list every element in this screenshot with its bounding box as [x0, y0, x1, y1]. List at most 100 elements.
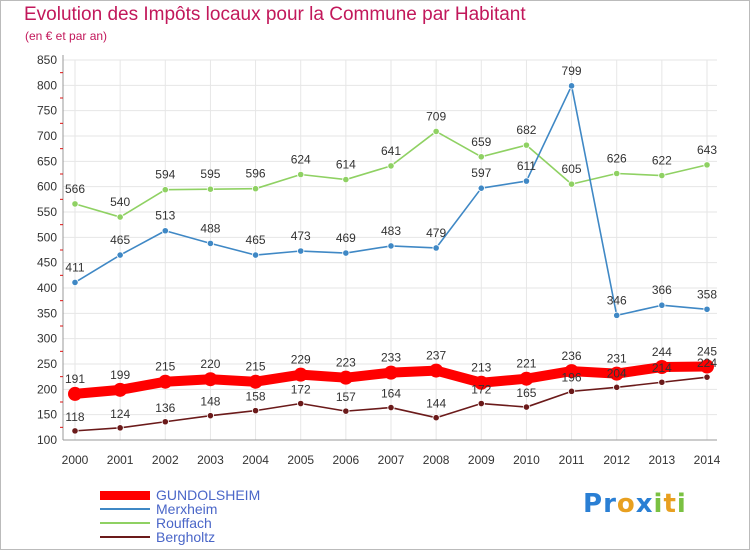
legend-label: Merxheim [156, 501, 218, 517]
data-label: 624 [291, 153, 311, 167]
data-label: 124 [110, 407, 130, 421]
data-label: 245 [697, 345, 717, 359]
x-tick-label: 2012 [603, 453, 630, 467]
data-point [116, 251, 124, 259]
data-point [387, 403, 395, 412]
data-point [71, 278, 79, 287]
data-label: 213 [471, 361, 491, 375]
data-point [522, 403, 531, 411]
y-tick-label: 750 [37, 104, 57, 118]
logo-letter: o [616, 489, 636, 519]
data-point [522, 177, 531, 185]
data-point [477, 184, 485, 192]
legend-item-rouffach: Rouffach [100, 515, 320, 531]
data-label: 479 [426, 226, 446, 240]
data-point [251, 185, 260, 193]
data-point [432, 414, 440, 422]
data-label: 659 [471, 135, 491, 149]
legend-swatch-gundolsheim [100, 491, 150, 500]
data-label: 358 [697, 287, 717, 301]
data-point [703, 373, 711, 381]
chart-subtitle: (en € et par an) [25, 29, 108, 43]
data-point [161, 227, 169, 235]
data-point [387, 242, 395, 250]
data-point [206, 239, 215, 248]
data-point [342, 249, 350, 257]
data-label: 215 [155, 360, 175, 374]
logo-letter: i [653, 489, 664, 519]
data-point [71, 427, 79, 435]
data-point [68, 386, 82, 401]
data-label: 136 [155, 401, 175, 415]
data-point [248, 374, 263, 389]
legend-swatch-rouffach [100, 522, 150, 524]
data-point [206, 412, 215, 420]
x-tick-label: 2010 [513, 453, 540, 467]
y-tick-label: 350 [37, 306, 57, 320]
x-tick-label: 2011 [559, 453, 585, 467]
data-point [700, 359, 714, 374]
logo-letter: P [583, 489, 604, 519]
y-tick-label: 200 [37, 382, 57, 396]
series-lines [68, 82, 714, 435]
y-tick-label: 100 [37, 433, 57, 447]
x-tick-label: 2013 [649, 453, 676, 467]
legend-swatch-bergholtz [100, 536, 150, 538]
y-tick-label: 400 [37, 281, 57, 295]
x-tick-label: 2001 [107, 453, 134, 467]
data-label: 483 [381, 224, 401, 238]
data-point [522, 141, 531, 149]
legend-item-gundolsheim: GUNDOLSHEIM [100, 487, 320, 503]
data-point [567, 387, 576, 395]
data-point [387, 162, 395, 170]
legend-item-bergholtz: Bergholtz [100, 529, 320, 545]
data-label: 605 [562, 162, 582, 176]
logo-letter: r [603, 489, 617, 519]
x-tick-label: 2000 [62, 453, 89, 467]
data-point [567, 180, 576, 188]
data-label: 157 [336, 390, 356, 404]
data-label: 411 [65, 260, 84, 274]
logo-letter: x [635, 489, 654, 519]
data-label: 229 [291, 353, 311, 367]
data-point [71, 200, 79, 208]
data-label: 191 [65, 372, 85, 386]
data-label: 465 [110, 233, 130, 247]
data-point [158, 374, 173, 389]
data-label: 220 [200, 357, 220, 371]
data-label: 643 [697, 143, 717, 157]
x-tick-label: 2002 [152, 453, 179, 467]
data-label: 566 [65, 182, 85, 196]
y-tick-label: 300 [37, 332, 57, 346]
data-point [519, 371, 534, 386]
data-label: 118 [65, 410, 84, 424]
data-point [297, 399, 305, 408]
data-label: 366 [652, 283, 672, 297]
logo-letter: i [676, 489, 687, 519]
proxiti-logo: Proxiti [583, 489, 687, 519]
data-label: 172 [291, 383, 311, 397]
data-point [567, 82, 576, 90]
logo-letter: t [663, 489, 677, 519]
x-tick-label: 2007 [378, 453, 405, 467]
data-point [703, 305, 711, 313]
data-point [613, 169, 621, 178]
data-label: 626 [607, 151, 627, 165]
data-label: 465 [246, 233, 266, 247]
data-point [297, 247, 305, 255]
legend-item-merxheim: Merxheim [100, 501, 320, 517]
data-label: 597 [471, 166, 491, 180]
data-label: 596 [246, 167, 266, 181]
data-point [293, 367, 308, 382]
data-label: 709 [426, 109, 446, 123]
data-label: 799 [562, 64, 582, 78]
data-label: 622 [652, 154, 672, 168]
y-tick-label: 650 [37, 154, 57, 168]
y-tick-label: 850 [37, 53, 57, 67]
data-label: 144 [426, 397, 446, 411]
data-label: 196 [562, 370, 582, 384]
data-label: 164 [381, 387, 401, 401]
data-label: 513 [155, 209, 175, 223]
data-label: 233 [381, 351, 401, 365]
data-point [477, 153, 485, 161]
